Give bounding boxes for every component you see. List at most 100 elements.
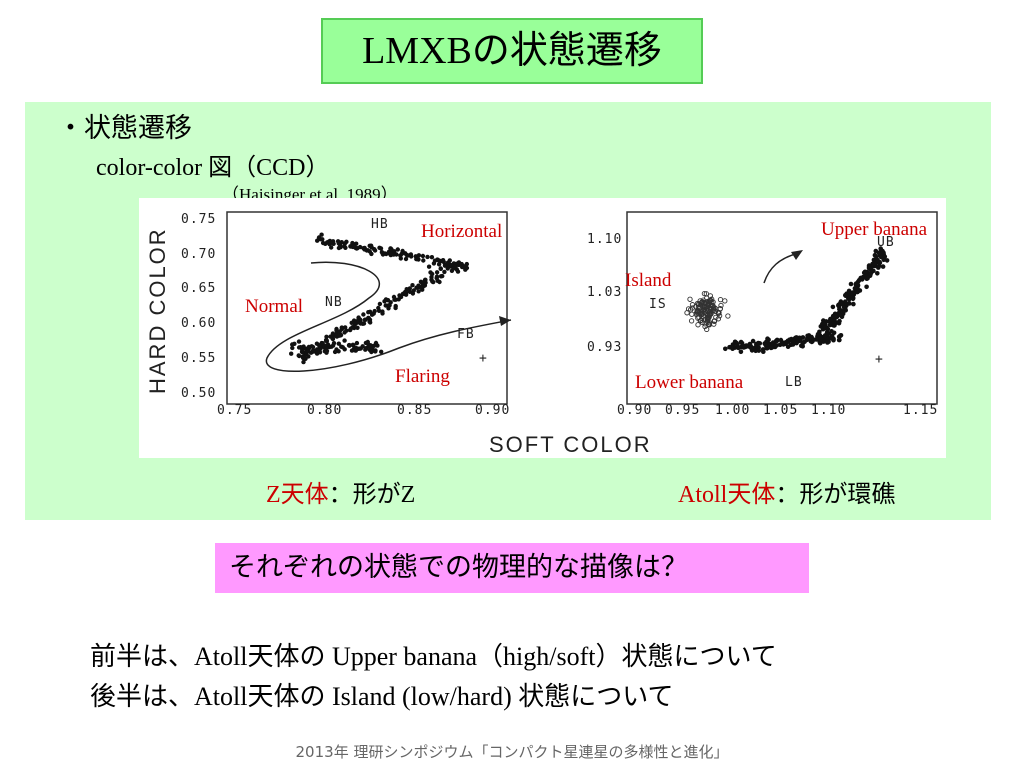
scatter-point xyxy=(420,284,426,289)
scatter-point xyxy=(315,238,320,243)
scatter-point xyxy=(711,318,718,324)
scatter-point xyxy=(764,346,770,351)
scatter-point xyxy=(331,341,337,346)
scatter-point xyxy=(332,349,338,355)
scatter-point xyxy=(689,305,695,311)
scatter-point xyxy=(393,305,398,311)
scatter-point xyxy=(718,302,724,309)
scatter-point xyxy=(715,310,722,316)
scatter-point xyxy=(859,275,864,281)
scatter-point xyxy=(781,342,786,347)
scatter-point xyxy=(342,338,347,343)
scatter-point xyxy=(828,322,833,328)
scatter-point xyxy=(338,245,343,250)
bullet-heading: ・状態遷移 xyxy=(57,113,192,144)
scatter-point xyxy=(741,343,746,349)
scatter-point xyxy=(361,246,366,251)
scatter-point xyxy=(395,247,400,252)
agenda-line-2: 後半は、Atoll天体の Island (low/hard) 状態について xyxy=(90,682,674,711)
scatter-point xyxy=(713,314,719,321)
scatter-point xyxy=(862,269,868,275)
left-plot-frame xyxy=(226,211,508,405)
scatter-point xyxy=(361,312,366,317)
label-normal: Normal xyxy=(245,296,303,317)
agenda-line-1: 前半は、Atoll天体の Upper banana（high/soft）状態につ… xyxy=(90,642,777,671)
scatter-point xyxy=(343,245,348,250)
scatter-point xyxy=(410,283,415,288)
label-flaring: Flaring xyxy=(395,366,450,387)
atoll-source-desc: ：形が環礁 xyxy=(775,482,896,508)
left-xtick: 0.80 xyxy=(307,403,342,418)
scatter-point xyxy=(290,345,295,351)
right-xtick: 0.95 xyxy=(665,403,700,418)
scatter-point xyxy=(402,289,408,295)
scatter-point xyxy=(311,349,316,354)
scatter-point xyxy=(688,318,695,324)
scatter-point xyxy=(875,271,880,276)
scatter-point xyxy=(407,289,413,294)
scatter-point xyxy=(872,261,878,266)
scatter-point xyxy=(695,322,701,328)
scatter-point xyxy=(847,301,852,306)
scatter-point xyxy=(342,330,347,335)
left-yticks: 0.75 0.70 0.65 0.60 0.55 0.50 xyxy=(181,212,216,401)
scatter-point xyxy=(464,261,469,267)
scatter-point xyxy=(805,333,810,339)
scatter-point xyxy=(347,342,352,348)
label-island: Island xyxy=(625,270,672,291)
scatter-point xyxy=(371,311,376,316)
scatter-point xyxy=(336,333,342,338)
scatter-point xyxy=(409,254,414,259)
scatter-point xyxy=(464,265,470,271)
scatter-point xyxy=(696,307,702,314)
scatter-point xyxy=(846,296,852,302)
scatter-point xyxy=(822,333,828,339)
left-ylabel: HARD COLOR xyxy=(145,227,170,394)
scatter-point xyxy=(769,345,775,350)
scatter-point xyxy=(367,249,372,254)
scatter-point xyxy=(414,256,419,262)
scatter-point xyxy=(400,248,405,254)
footer: 2013年 理研シンポジウム「コンパクト星連星の多様性と進化」 xyxy=(295,743,729,761)
scatter-point xyxy=(365,339,370,345)
scatter-point xyxy=(339,325,344,330)
left-ytick: 0.65 xyxy=(181,281,216,296)
branch-code-fb: FB xyxy=(457,327,475,342)
scatter-point xyxy=(431,279,436,285)
scatter-point xyxy=(722,298,728,304)
scatter-point xyxy=(353,348,358,353)
scatter-point xyxy=(698,317,704,323)
scatter-point xyxy=(706,321,712,327)
scatter-point xyxy=(689,311,695,317)
right-yticks: 1.10 1.03 0.93 xyxy=(587,232,622,355)
branch-code-hb: HB xyxy=(371,217,389,232)
scatter-point xyxy=(318,237,323,242)
scatter-point xyxy=(789,342,795,347)
scatter-point xyxy=(339,344,344,349)
scatter-point xyxy=(414,285,419,290)
scatter-point xyxy=(431,261,437,266)
scatter-point xyxy=(756,341,762,346)
scatter-point xyxy=(426,264,432,269)
scatter-point xyxy=(357,317,363,322)
scatter-point xyxy=(289,351,294,356)
scatter-point xyxy=(436,258,441,263)
scatter-point xyxy=(328,334,333,339)
scatter-point xyxy=(416,289,421,294)
scatter-point xyxy=(873,248,879,254)
scatter-point xyxy=(818,336,823,342)
right-xtick: 1.05 xyxy=(763,403,798,418)
scatter-point xyxy=(857,288,863,293)
scatter-point xyxy=(368,343,373,348)
scatter-point xyxy=(445,260,451,265)
scatter-point xyxy=(296,353,301,358)
state-code-ub: UB xyxy=(877,235,895,250)
arrowhead xyxy=(791,250,803,260)
right-ytick: 1.03 xyxy=(587,285,622,300)
scatter-point xyxy=(336,341,341,346)
scatter-point xyxy=(343,325,348,330)
scatter-point xyxy=(707,293,714,299)
scatter-point xyxy=(868,272,873,277)
scatter-point xyxy=(434,274,440,279)
scatter-point xyxy=(421,258,426,263)
